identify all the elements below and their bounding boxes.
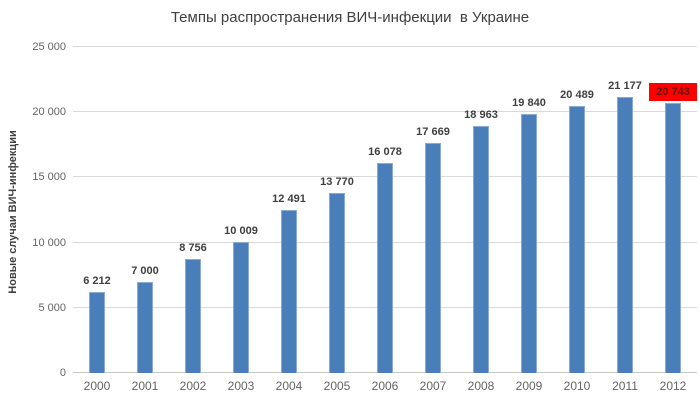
y-tick-label: 0 (59, 367, 66, 379)
bar-column-2007: 17 669 (409, 47, 457, 373)
x-tick-label: 2004 (275, 379, 303, 393)
x-tick-label: 2009 (515, 379, 543, 393)
gridline (73, 111, 697, 113)
bar-2010 (569, 105, 585, 373)
x-tick-label: 2012 (659, 379, 687, 393)
bar-value-label: 19 840 (512, 97, 546, 110)
y-tick-label: 25 000 (32, 41, 66, 53)
y-tick-label: 5 000 (38, 301, 66, 314)
bar-column-2005: 13 770 (313, 47, 361, 373)
gridline (73, 46, 697, 47)
bar-2007 (425, 142, 441, 373)
x-tick-label: 2008 (467, 379, 495, 393)
bar-2011 (617, 96, 633, 373)
y-tick-label: 20 000 (32, 106, 66, 119)
bar-column-2009: 19 840 (505, 47, 553, 373)
bar-value-label: 8 756 (179, 241, 207, 254)
bar-value-label: 6 212 (83, 275, 111, 287)
bar-value-label: 7 000 (131, 264, 159, 277)
bar-value-label: 10 009 (224, 225, 258, 238)
bar-value-label-highlighted: 20 743 (649, 82, 697, 101)
x-tick-label: 2006 (371, 379, 399, 393)
bar-2004 (281, 210, 297, 373)
x-tick-label: 2005 (323, 379, 351, 393)
bar-column-2002: 8 756 (169, 47, 217, 373)
x-tick-label: 2011 (612, 379, 638, 393)
bar-value-label: 16 078 (368, 146, 402, 159)
bar-2012 (665, 102, 681, 373)
bar-column-2001: 7 000 (121, 47, 169, 373)
bar-2002 (185, 258, 201, 373)
x-tick-label: 2007 (419, 379, 447, 393)
bar-2006 (377, 163, 393, 373)
bar-column-2011: 21 177 (601, 47, 649, 373)
bar-2005 (329, 193, 345, 373)
bar-column-2004: 12 491 (265, 47, 313, 373)
bar-column-2003: 10 009 (217, 47, 265, 373)
bar-2009 (521, 114, 537, 373)
bar-2000 (89, 292, 105, 373)
y-tick-label: 10 000 (32, 236, 66, 249)
bar-value-label: 18 963 (464, 108, 498, 121)
bar-column-2012: 20 743 (649, 47, 697, 373)
x-tick-label: 2003 (227, 379, 255, 393)
bar-value-label: 13 770 (320, 176, 354, 189)
bar-value-label: 20 489 (560, 88, 594, 101)
x-axis-labels: 2000 2001 2002 2003 2004 2005 2006 2007 2008 2009… (73, 379, 697, 393)
bar-column-2000: 6 212 (73, 47, 121, 373)
x-tick-label: 2010 (563, 379, 591, 393)
bar-2001 (137, 281, 153, 373)
bar-value-label: 12 491 (272, 193, 306, 206)
bar-column-2008: 18 963 (457, 47, 505, 373)
bar-column-2010: 20 489 (553, 47, 601, 373)
y-axis-labels: 0 5 000 10 000 15 000 20 000 25 000 (0, 41, 66, 379)
bar-2008 (473, 125, 489, 373)
bar-value-label: 17 669 (416, 125, 450, 138)
x-tick-label: 2002 (179, 379, 207, 393)
bar-value-label: 21 177 (608, 79, 642, 92)
y-tick-label: 15 000 (32, 171, 66, 184)
bar-2003 (233, 242, 249, 373)
plot-area: 6 212 7 000 8 756 10 009 12 491 13 770 16 078 1… (73, 46, 697, 373)
x-tick-label: 2000 (83, 379, 111, 393)
chart-title: Темпы распространения ВИЧ-инфекции в Укр… (170, 9, 530, 26)
bar-column-2006: 16 078 (361, 47, 409, 373)
x-tick-label: 2001 (131, 379, 159, 393)
